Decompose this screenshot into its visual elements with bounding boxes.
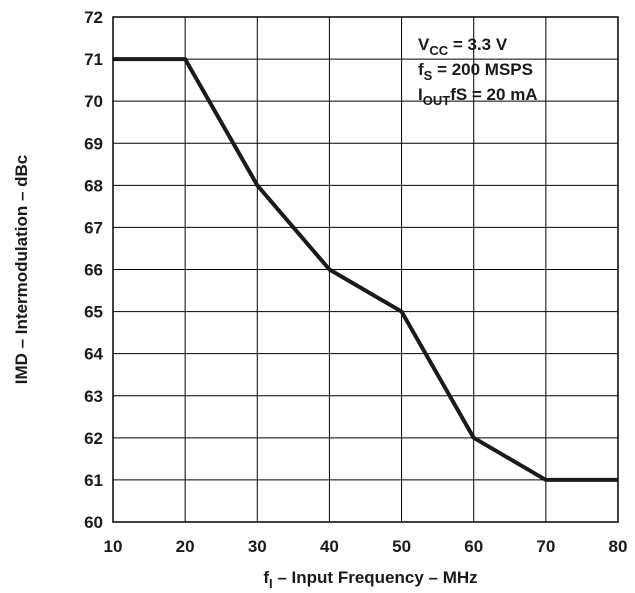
x-tick-label: 20	[176, 537, 195, 556]
x-tick-label: 40	[320, 537, 339, 556]
annotation-iout: IOUTfS = 20 mA	[418, 85, 538, 108]
conditions-annotation: VCC = 3.3 V fS = 200 MSPS IOUTfS = 20 mA	[418, 35, 538, 108]
y-tick-label: 69	[84, 134, 103, 153]
x-axis-label-rest: – Input Frequency – MHz	[273, 568, 478, 587]
x-tick-labels: 10 20 30 40 50 60 70 80	[104, 537, 628, 556]
y-tick-label: 67	[84, 218, 103, 237]
y-tick-label: 72	[84, 8, 103, 27]
y-tick-label: 68	[84, 176, 103, 195]
grid	[112, 16, 619, 523]
x-axis-label: fI – Input Frequency – MHz	[263, 568, 477, 591]
x-tick-label: 70	[536, 537, 555, 556]
x-tick-label: 50	[392, 537, 411, 556]
y-tick-label: 65	[84, 303, 103, 322]
y-tick-label: 62	[84, 429, 103, 448]
x-axis-label-sub: I	[269, 576, 273, 591]
y-tick-label: 70	[84, 92, 103, 111]
y-tick-label: 61	[84, 471, 103, 490]
x-tick-label: 10	[104, 537, 123, 556]
plot-frame	[112, 16, 619, 523]
y-tick-label: 60	[84, 513, 103, 532]
y-tick-label: 71	[84, 50, 103, 69]
y-tick-label: 64	[84, 345, 103, 364]
x-tick-label: 80	[609, 537, 628, 556]
annotation-fs: fS = 200 MSPS	[418, 60, 533, 83]
y-tick-label: 66	[84, 261, 103, 280]
y-tick-labels: 60 61 62 63 64 65 66 67 68 69 70 71 72	[84, 8, 103, 532]
x-axis-label-main: f	[263, 568, 269, 587]
series-line	[113, 57, 618, 482]
y-tick-label: 63	[84, 387, 103, 406]
x-tick-label: 30	[248, 537, 267, 556]
annotation-vcc: VCC = 3.3 V	[418, 35, 508, 58]
x-tick-label: 60	[464, 537, 483, 556]
y-axis-label: IMD – Intermodulation – dBc	[12, 155, 31, 385]
